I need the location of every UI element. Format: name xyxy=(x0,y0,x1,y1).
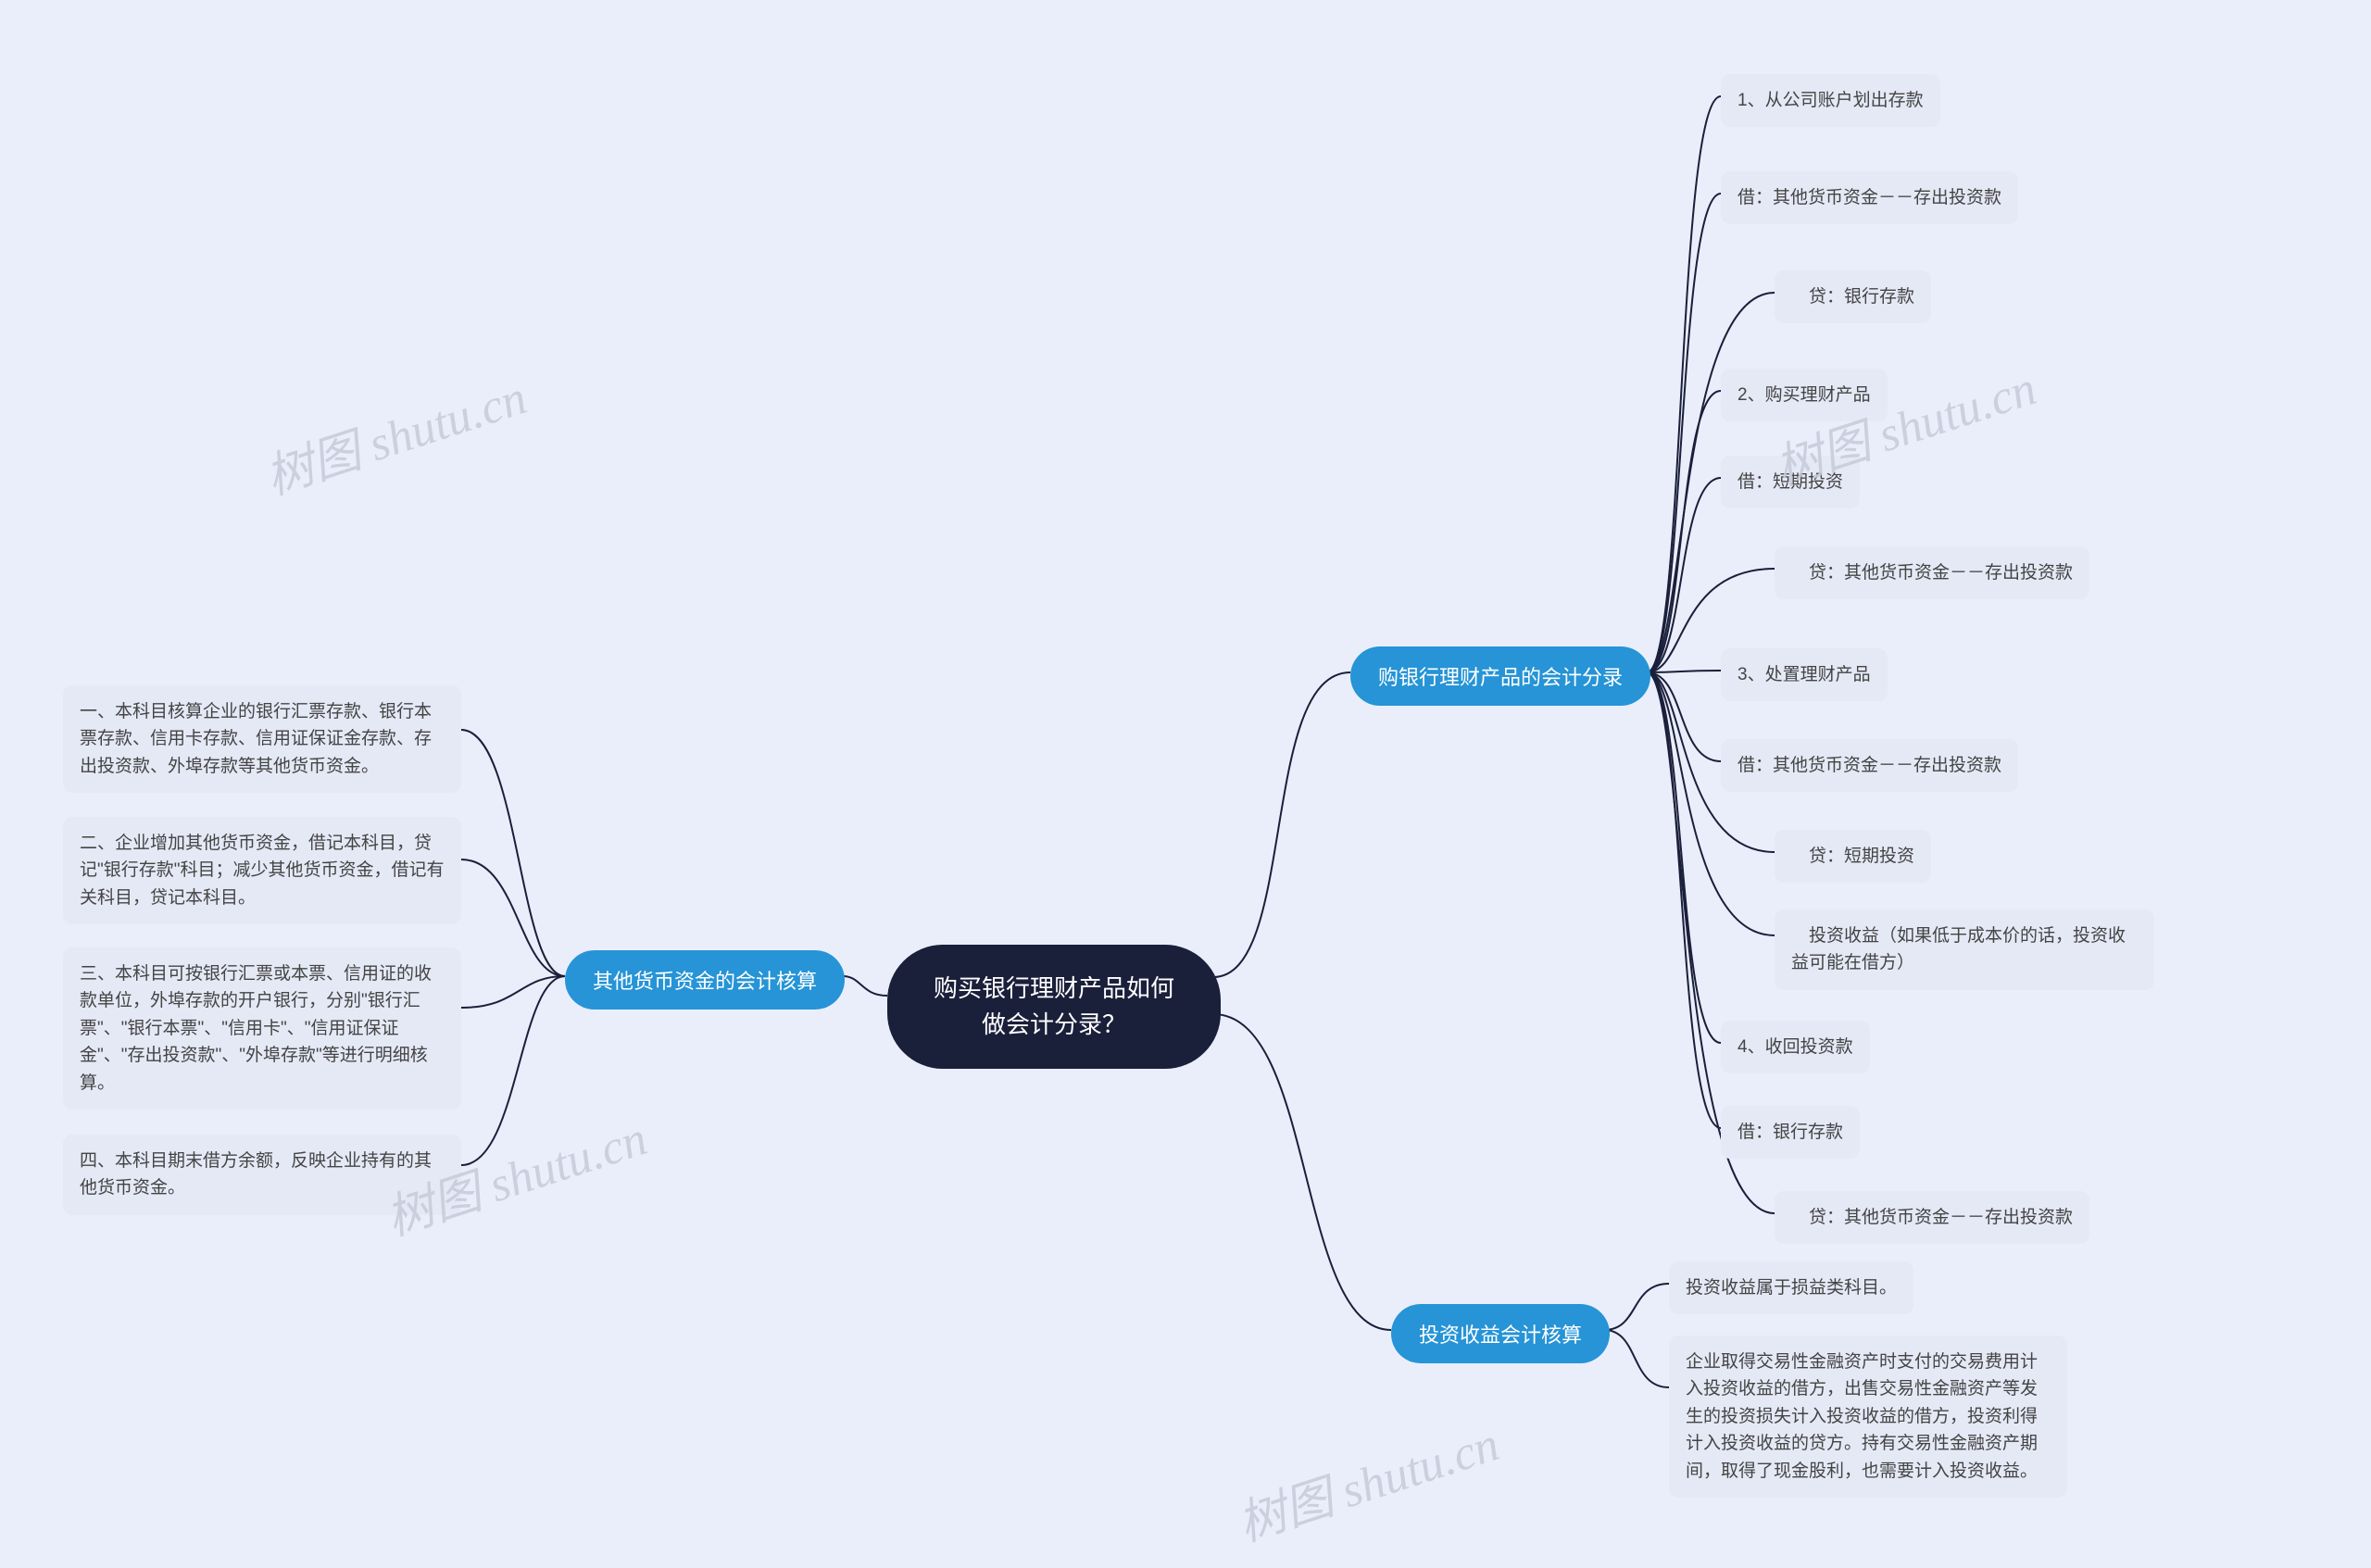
leaf-node[interactable]: 企业取得交易性金融资产时支付的交易费用计入投资收益的借方，出售交易性金融资产等发… xyxy=(1669,1336,2067,1498)
leaf-label: 三、本科目可按银行汇票或本票、信用证的收款单位，外埠存款的开户银行，分别"银行汇… xyxy=(80,964,432,1093)
leaf-node[interactable]: 1、从公司账户划出存款 xyxy=(1721,74,1940,127)
leaf-label: 借：短期投资 xyxy=(1737,472,1843,492)
leaf-label: 4、收回投资款 xyxy=(1737,1037,1853,1057)
branch-node-3[interactable]: 其他货币资金的会计核算 xyxy=(565,950,845,1010)
leaf-node[interactable]: 贷：短期投资 xyxy=(1775,830,1931,883)
leaf-label: 1、从公司账户划出存款 xyxy=(1737,91,1924,110)
branch-label: 购银行理财产品的会计分录 xyxy=(1378,666,1623,689)
leaf-label: 贷：其他货币资金－－存出投资款 xyxy=(1791,563,2073,583)
branch-label: 其他货币资金的会计核算 xyxy=(593,970,817,993)
branch-label: 投资收益会计核算 xyxy=(1419,1323,1582,1347)
leaf-node[interactable]: 2、购买理财产品 xyxy=(1721,369,1888,421)
leaf-label: 3、处置理财产品 xyxy=(1737,665,1871,684)
leaf-node[interactable]: 3、处置理财产品 xyxy=(1721,648,1888,701)
leaf-node[interactable]: 贷：其他货币资金－－存出投资款 xyxy=(1775,1191,2089,1244)
leaf-node[interactable]: 借：银行存款 xyxy=(1721,1106,1860,1159)
branch-node-2[interactable]: 投资收益会计核算 xyxy=(1391,1304,1610,1363)
leaf-label: 投资收益属于损益类科目。 xyxy=(1686,1278,1897,1298)
leaf-node[interactable]: 4、收回投资款 xyxy=(1721,1021,1870,1073)
leaf-label: 投资收益（如果低于成本价的话，投资收益可能在借方） xyxy=(1791,926,2126,972)
leaf-label: 2、购买理财产品 xyxy=(1737,385,1871,405)
leaf-node[interactable]: 借：短期投资 xyxy=(1721,456,1860,508)
leaf-node[interactable]: 借：其他货币资金－－存出投资款 xyxy=(1721,171,2018,224)
leaf-node[interactable]: 三、本科目可按银行汇票或本票、信用证的收款单位，外埠存款的开户银行，分别"银行汇… xyxy=(63,947,461,1110)
leaf-label: 借：其他货币资金－－存出投资款 xyxy=(1737,188,2001,207)
leaf-node[interactable]: 投资收益（如果低于成本价的话，投资收益可能在借方） xyxy=(1775,909,2154,990)
leaf-label: 一、本科目核算企业的银行汇票存款、银行本票存款、信用卡存款、信用证保证金存款、存… xyxy=(80,702,432,776)
leaf-node[interactable]: 贷：其他货币资金－－存出投资款 xyxy=(1775,546,2089,599)
leaf-node[interactable]: 一、本科目核算企业的银行汇票存款、银行本票存款、信用卡存款、信用证保证金存款、存… xyxy=(63,685,461,793)
leaf-label: 企业取得交易性金融资产时支付的交易费用计入投资收益的借方，出售交易性金融资产等发… xyxy=(1686,1352,2038,1481)
leaf-node[interactable]: 贷：银行存款 xyxy=(1775,270,1931,323)
leaf-label: 四、本科目期末借方余额，反映企业持有的其他货币资金。 xyxy=(80,1151,432,1198)
leaf-label: 借：其他货币资金－－存出投资款 xyxy=(1737,756,2001,775)
leaf-node[interactable]: 二、企业增加其他货币资金，借记本科目，贷记"银行存款"科目；减少其他货币资金，借… xyxy=(63,817,461,924)
leaf-node[interactable]: 投资收益属于损益类科目。 xyxy=(1669,1261,1913,1314)
leaf-label: 借：银行存款 xyxy=(1737,1123,1843,1142)
leaf-label: 二、企业增加其他货币资金，借记本科目，贷记"银行存款"科目；减少其他货币资金，借… xyxy=(80,834,445,908)
leaf-label: 贷：其他货币资金－－存出投资款 xyxy=(1791,1208,2073,1227)
watermark: 树图 shutu.cn xyxy=(1228,1405,1507,1554)
leaf-node[interactable]: 四、本科目期末借方余额，反映企业持有的其他货币资金。 xyxy=(63,1135,461,1215)
leaf-label: 贷：短期投资 xyxy=(1791,847,1914,866)
leaf-label: 贷：银行存款 xyxy=(1791,287,1914,307)
watermark: 树图 shutu.cn xyxy=(256,358,534,508)
leaf-node[interactable]: 借：其他货币资金－－存出投资款 xyxy=(1721,739,2018,792)
root-label: 购买银行理财产品如何做会计分录？ xyxy=(934,974,1174,1038)
root-node[interactable]: 购买银行理财产品如何做会计分录？ xyxy=(887,945,1221,1069)
branch-node-1[interactable]: 购银行理财产品的会计分录 xyxy=(1350,646,1650,706)
